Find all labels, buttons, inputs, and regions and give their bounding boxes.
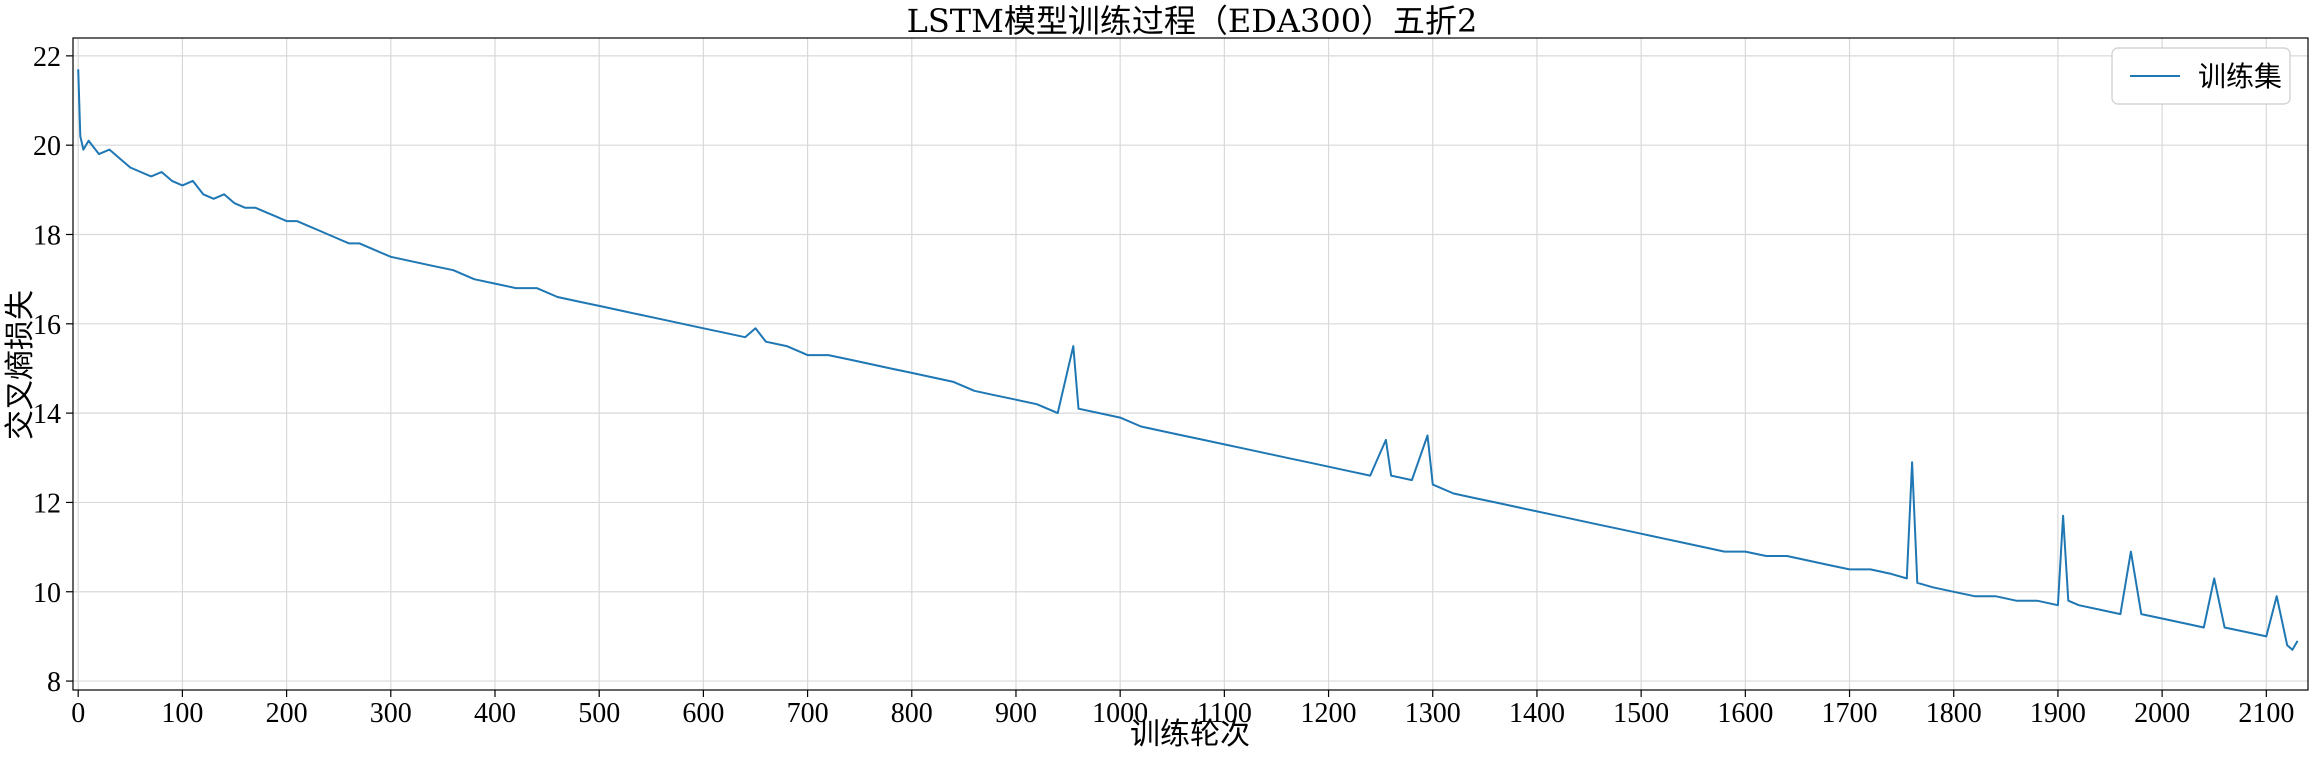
x-tick-label: 800 (891, 698, 933, 729)
plot-frame (72, 37, 2309, 691)
series (77, 69, 2299, 651)
x-axis: 0 100 200 300 400 500 600 700 800 900 1000 1100 1200… (71, 690, 2294, 729)
x-tick-label: 2000 (2134, 698, 2190, 729)
x-tick-label: 1500 (1613, 698, 1669, 729)
y-tick-label: 18 (33, 220, 61, 251)
x-tick-label: 1900 (2030, 698, 2086, 729)
legend-label: 训练集 (2198, 60, 2282, 93)
x-tick-label: 900 (995, 698, 1037, 729)
x-tick-label: 1200 (1301, 698, 1357, 729)
x-tick-label: 1600 (1717, 698, 1773, 729)
legend-box (2111, 47, 2291, 105)
y-tick-label: 22 (33, 42, 61, 73)
y-tick-label: 20 (33, 131, 61, 162)
x-tick-label: 1400 (1509, 698, 1565, 729)
x-tick-label: 100 (161, 698, 203, 729)
y-axis: 8 10 12 14 16 18 20 22 (33, 42, 73, 698)
y-axis-label: 交叉熵损失 (3, 290, 38, 440)
x-tick-label: 1300 (1405, 698, 1461, 729)
x-tick-label: 700 (787, 698, 829, 729)
x-tick-label: 200 (266, 698, 308, 729)
x-tick-label: 1100 (1197, 698, 1252, 729)
x-tick-label: 2100 (2238, 698, 2294, 729)
legend: 训练集 (2111, 47, 2291, 105)
chart-title: LSTM模型训练过程（EDA300）五折2 (907, 2, 1478, 40)
grid (73, 38, 2308, 690)
y-tick-label: 10 (33, 578, 61, 609)
y-tick-label: 12 (33, 488, 61, 519)
y-tick-label: 16 (33, 310, 61, 341)
y-tick-label: 8 (47, 667, 61, 698)
y-tick-label: 14 (33, 399, 61, 430)
x-tick-label: 400 (474, 698, 516, 729)
x-tick-label: 1700 (1822, 698, 1878, 729)
x-tick-label: 1800 (1926, 698, 1982, 729)
x-tick-label: 500 (578, 698, 620, 729)
x-tick-label: 1000 (1092, 698, 1148, 729)
x-axis-label: 训练轮次 (1130, 717, 1250, 752)
series-line (77, 69, 2299, 651)
x-tick-label: 300 (370, 698, 412, 729)
x-tick-label: 600 (682, 698, 724, 729)
x-tick-label: 0 (71, 698, 85, 729)
